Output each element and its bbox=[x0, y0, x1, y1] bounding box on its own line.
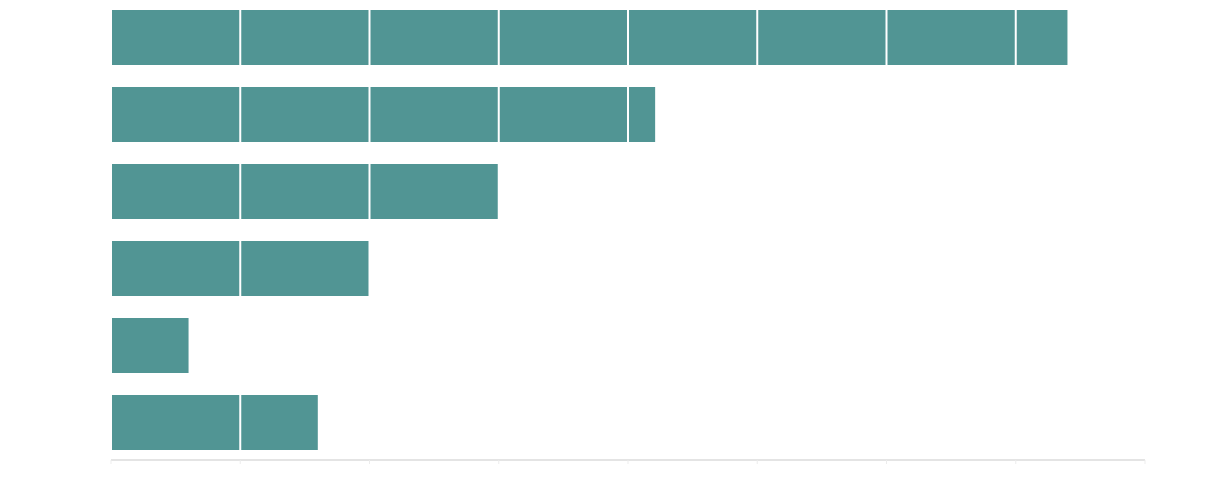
bar bbox=[111, 164, 499, 219]
bar bbox=[111, 318, 189, 373]
bar bbox=[111, 87, 656, 142]
bar bbox=[111, 10, 1068, 65]
bar bbox=[111, 395, 318, 450]
